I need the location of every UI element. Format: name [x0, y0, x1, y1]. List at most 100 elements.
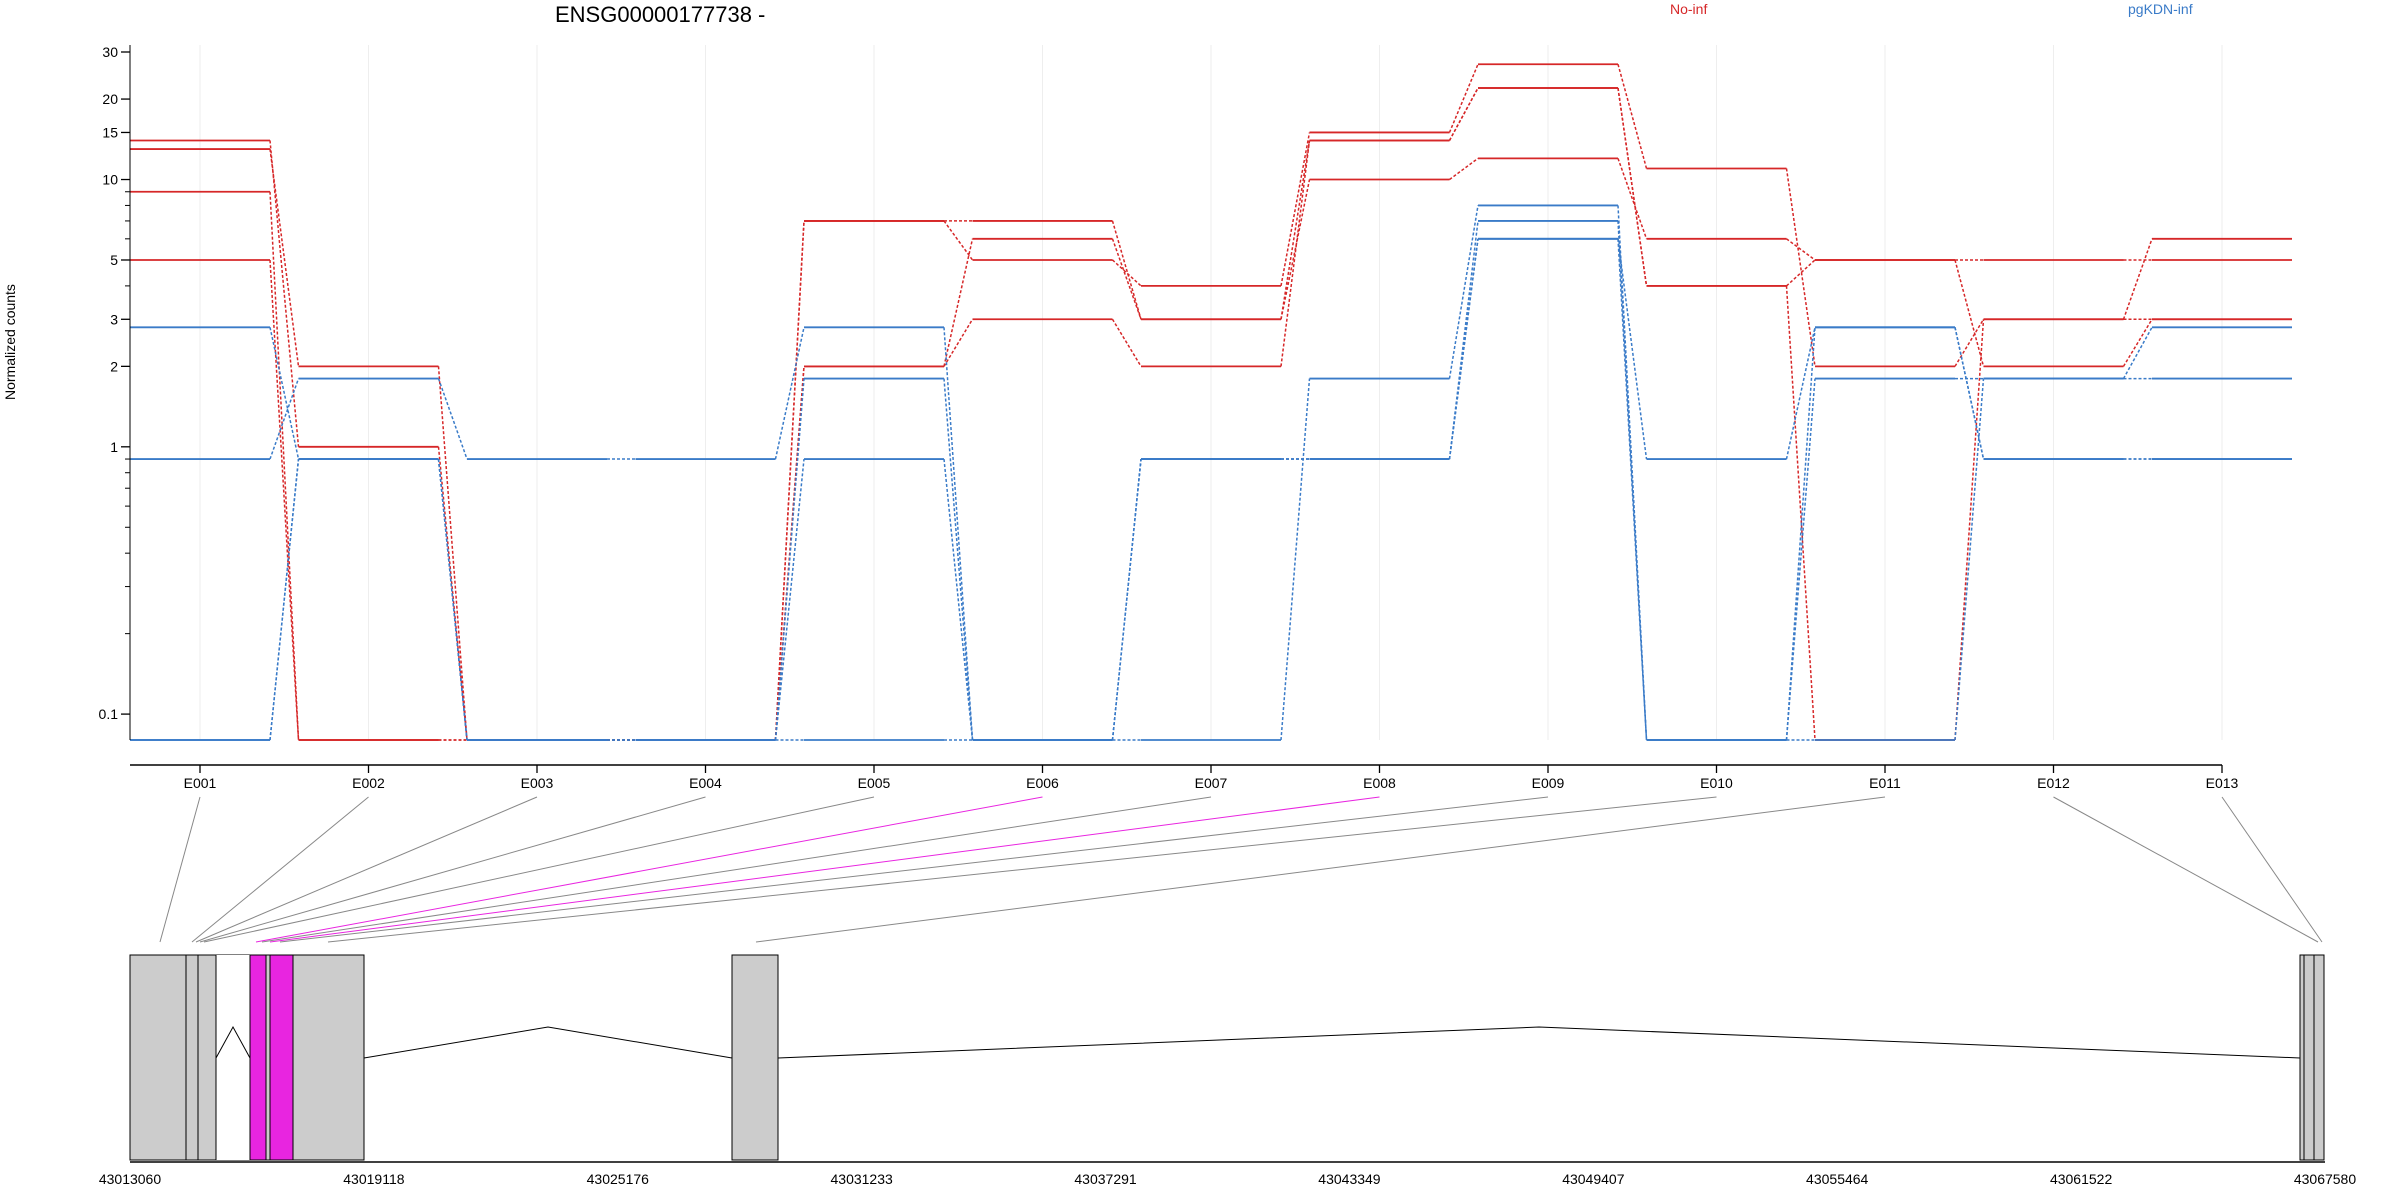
x-tick-label: E005: [858, 775, 891, 791]
series-8: [130, 237, 2292, 741]
data-connector: [437, 378, 468, 460]
exon-gap: [216, 955, 250, 1160]
genomic-tick-label: 43043349: [1318, 1171, 1381, 1187]
data-connector: [1280, 378, 1311, 741]
x-tick-label: E009: [1532, 775, 1565, 791]
data-connector: [1448, 238, 1479, 460]
x-tick-label: E002: [352, 775, 385, 791]
data-connector: [943, 238, 974, 367]
y-tick-label: 2: [110, 358, 118, 374]
y-tick-label: 20: [102, 91, 118, 107]
data-connector: [1111, 238, 1142, 320]
exon-connector: [327, 796, 1717, 943]
y-tick-label: 15: [102, 124, 118, 140]
intron-line: [363, 1026, 733, 1059]
data-connector: [2122, 238, 2153, 320]
data-connector: [1785, 327, 1816, 741]
data-connector: [1448, 63, 1479, 133]
data-connector: [1111, 458, 1142, 741]
data-connector: [1785, 378, 1816, 741]
data-connector: [269, 191, 300, 741]
highlighted-exon: [269, 954, 294, 1161]
intron-line: [215, 1025, 251, 1059]
data-connector: [269, 458, 300, 741]
data-connector: [1617, 158, 1648, 240]
x-tick-label: E012: [2037, 775, 2070, 791]
data-connector: [1785, 285, 1816, 741]
exon-block: [731, 954, 779, 1161]
data-connector: [943, 327, 974, 741]
data-connector: [1785, 259, 1816, 287]
x-tick-label: E007: [1195, 775, 1228, 791]
genomic-tick-label: 43037291: [1074, 1171, 1137, 1187]
exon-axis: E001 E002 E003 E004 E005 E006 E007 E008 E009 E010…: [130, 764, 2239, 791]
data-connector: [1954, 318, 1985, 367]
exon-connector: [261, 796, 1212, 943]
y-tick-label: 1: [110, 439, 118, 455]
exon-connectors: [159, 796, 2323, 943]
x-tick-label: E004: [689, 775, 722, 791]
exon-connector: [755, 796, 1886, 943]
x-tick-label: E011: [1869, 775, 1901, 791]
data-connector: [1617, 64, 1648, 169]
data-connector: [1786, 238, 1816, 261]
data-connector: [2122, 318, 2153, 367]
exon-connector: [199, 796, 706, 943]
exon-connector: [2053, 796, 2319, 943]
exon-connector: [255, 796, 1043, 943]
data-connector: [1111, 318, 1142, 367]
chart-title: ENSG00000177738 -: [555, 2, 766, 27]
data-connector: [1954, 378, 1985, 741]
genomic-tick-label: 43049407: [1562, 1171, 1625, 1187]
genomic-axis: 43013060 43019118 43025176 43031233 43037291…: [99, 1161, 2357, 1187]
genomic-tick-label: 43067580: [2294, 1171, 2357, 1187]
data-connector: [269, 378, 300, 460]
data-connector: [1954, 327, 1985, 460]
data-connector: [437, 458, 468, 741]
data-connector: [1785, 168, 1816, 367]
gene-model: [129, 954, 2325, 1161]
y-axis: 0.1 1 2 3 5 10 15 20 30: [99, 44, 131, 740]
data-connector: [437, 366, 468, 741]
data-connector: [1954, 319, 1985, 741]
data-connector: [943, 458, 974, 741]
y-tick-label: 10: [102, 172, 118, 188]
exon-connector: [269, 796, 1380, 943]
x-tick-label: E006: [1026, 775, 1059, 791]
legend-entry-no-inf: No-inf: [1670, 1, 1708, 17]
series-lines: [130, 63, 2292, 741]
y-tick-label: 30: [102, 44, 118, 60]
x-tick-label: E008: [1363, 775, 1396, 791]
genomic-tick-label: 43031233: [831, 1171, 894, 1187]
legend-entry-pgkdn-inf: pgKDN-inf: [2128, 1, 2193, 17]
intron-line: [777, 1026, 2301, 1059]
exon-connector: [2221, 796, 2323, 943]
data-connector: [1617, 87, 1648, 286]
data-connector: [1448, 87, 1479, 141]
data-connector: [269, 327, 300, 460]
data-connector: [1617, 238, 1648, 460]
data-connector: [269, 148, 300, 367]
data-connector: [1111, 259, 1142, 287]
genomic-tick-label: 43019118: [343, 1171, 404, 1187]
data-connector: [1785, 327, 1816, 460]
grid-lines: [199, 45, 2223, 740]
highlighted-exon: [249, 954, 267, 1161]
x-tick-label: E010: [1700, 775, 1733, 791]
data-connector: [943, 318, 974, 367]
exon-connector: [203, 796, 875, 943]
data-connector: [943, 378, 974, 741]
data-connector: [1449, 157, 1479, 181]
data-connector: [269, 140, 300, 447]
data-connector: [774, 220, 805, 741]
x-tick-label: E013: [2206, 775, 2239, 791]
genomic-tick-label: 43025176: [587, 1171, 650, 1187]
data-connector: [774, 378, 805, 741]
data-connector: [774, 327, 805, 460]
exon-connector: [159, 796, 201, 943]
x-tick-label: E001: [184, 775, 217, 791]
data-connector: [1111, 220, 1142, 320]
data-connector: [1280, 140, 1311, 320]
data-connector: [943, 220, 974, 261]
y-tick-label: 0.1: [99, 706, 119, 722]
